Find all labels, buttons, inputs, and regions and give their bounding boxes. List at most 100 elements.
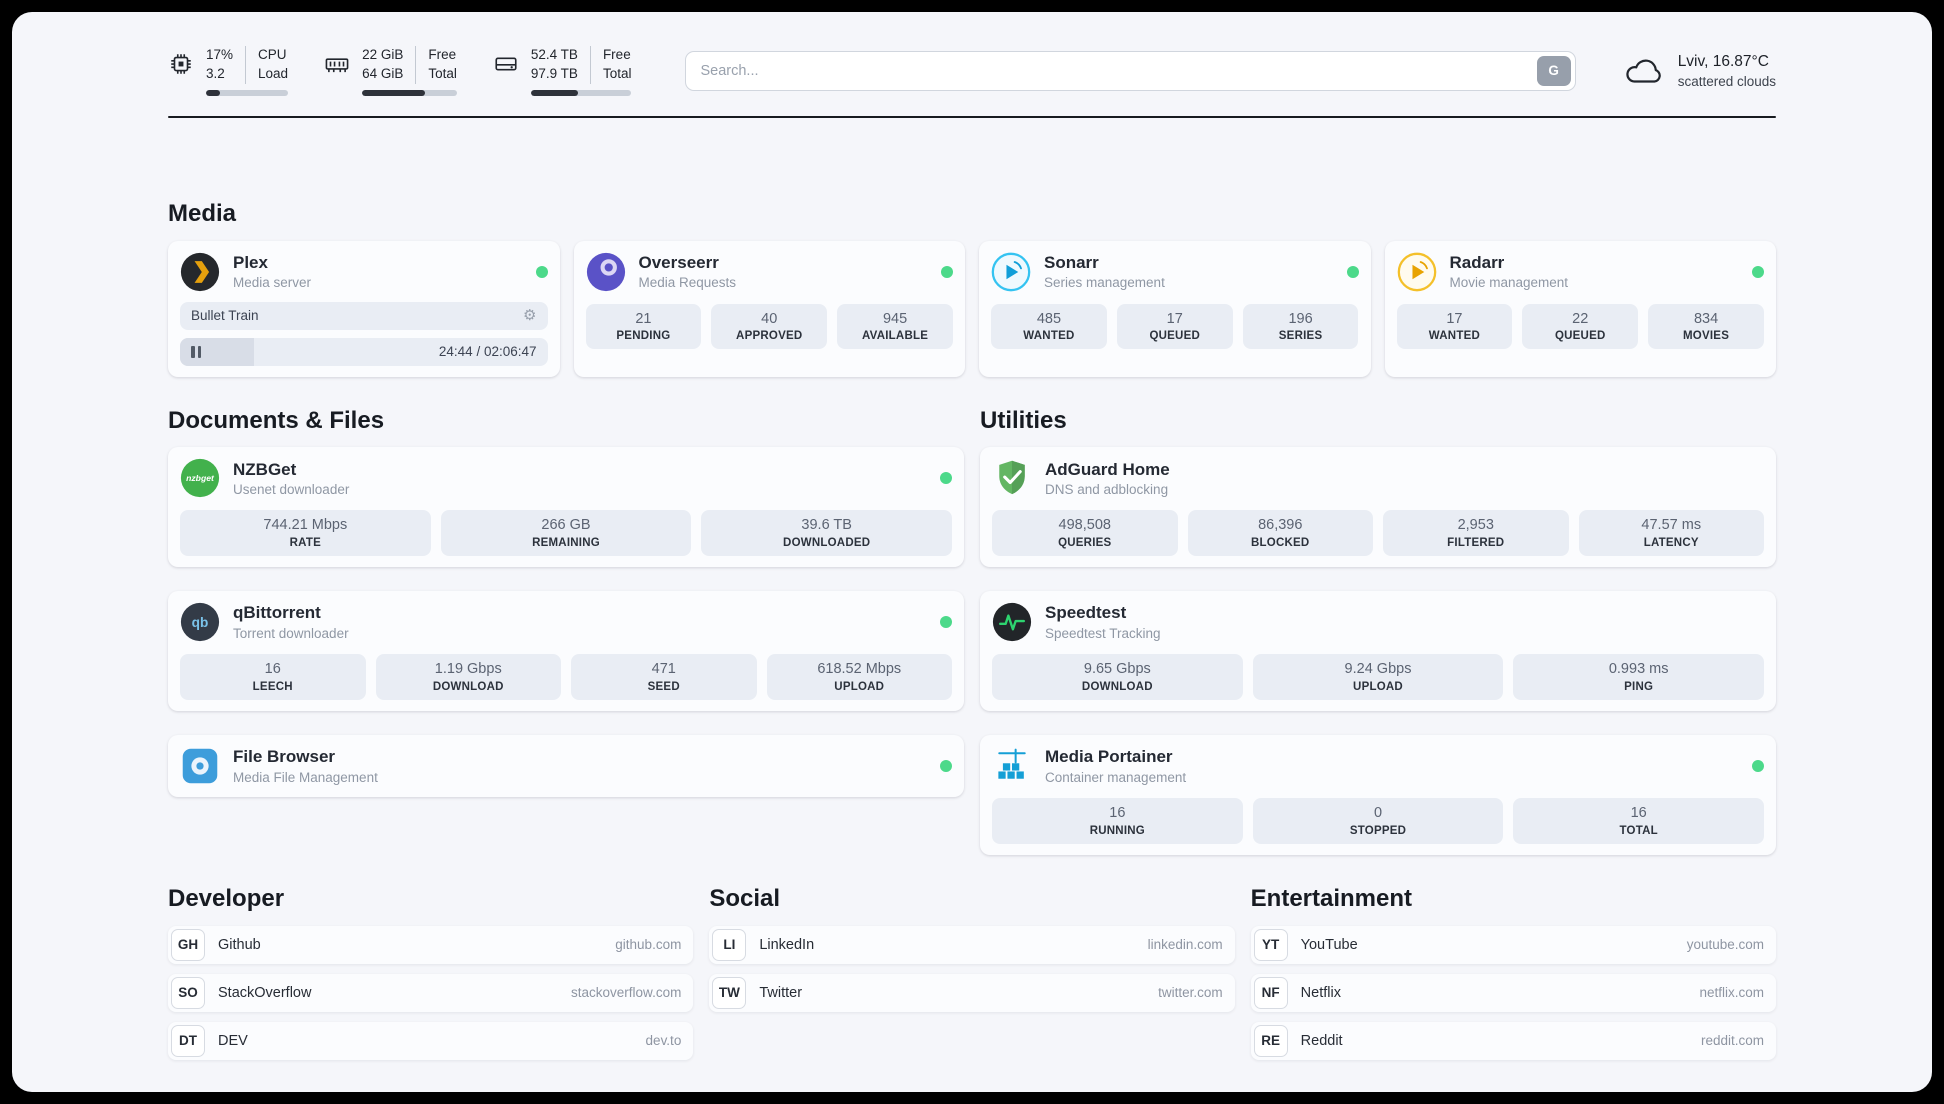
svg-text:nzbget: nzbget bbox=[186, 474, 215, 484]
ram-values: 22 GiB 64 GiB bbox=[362, 47, 404, 81]
playback-progress-bar[interactable]: 24:44 / 02:06:47 bbox=[180, 337, 548, 366]
cpu-labels: CPU Load bbox=[245, 46, 288, 84]
bookmark-url: dev.to bbox=[645, 1033, 682, 1049]
playback-time: 24:44 / 02:06:47 bbox=[438, 344, 537, 360]
stat-tile: 47.57 ms LATENCY bbox=[1578, 510, 1764, 557]
bookmark-github[interactable]: GH Github github.com bbox=[168, 925, 694, 964]
bookmark-abbr: GH bbox=[171, 928, 205, 961]
service-card-sonarr[interactable]: Sonarr Series management 485 WANTED 17 Q… bbox=[979, 240, 1371, 377]
bookmarks-social: Social LI LinkedIn linkedin.com TW Twitt… bbox=[709, 855, 1235, 1012]
bookmark-url: reddit.com bbox=[1700, 1033, 1764, 1049]
service-card-radarr[interactable]: Radarr Movie management 17 WANTED 22 QUE… bbox=[1384, 240, 1776, 377]
bookmark-abbr: SO bbox=[171, 976, 205, 1009]
bookmark-name: LinkedIn bbox=[759, 936, 815, 953]
search-input[interactable] bbox=[685, 50, 1576, 91]
cpu-values: 17% 3.2 bbox=[206, 47, 234, 81]
weather-location: Lviv, 16.87°C bbox=[1677, 52, 1769, 70]
sonarr-icon bbox=[991, 252, 1031, 292]
disk-icon bbox=[493, 51, 519, 77]
stat-tile: 40 APPROVED bbox=[711, 303, 828, 350]
stat-tile: 2,953 FILTERED bbox=[1383, 510, 1569, 557]
search-bar: G bbox=[685, 50, 1576, 91]
stat-tile: 16 LEECH bbox=[180, 654, 366, 701]
stat-tile: 9.65 Gbps DOWNLOAD bbox=[992, 654, 1243, 701]
service-card-plex[interactable]: Plex Media server Bullet Train ⚙ 24:44 /… bbox=[168, 240, 560, 377]
section-title-social: Social bbox=[709, 884, 781, 912]
ram-labels: Free Total bbox=[415, 46, 457, 84]
stat-tile: 17 WANTED bbox=[1396, 303, 1513, 350]
service-subtitle: Media Requests bbox=[638, 275, 737, 291]
dashboard-window: 17% 3.2 CPU Load bbox=[12, 12, 1932, 1092]
stat-tile: 86,396 BLOCKED bbox=[1187, 510, 1373, 557]
adguard-icon bbox=[992, 458, 1032, 498]
documents-column: Documents & Files nzbget NZBGet U bbox=[168, 377, 964, 798]
service-card-filebrowser[interactable]: File Browser Media File Management bbox=[168, 735, 964, 798]
bookmark-youtube[interactable]: YT YouTube youtube.com bbox=[1250, 925, 1776, 964]
bookmark-name: YouTube bbox=[1300, 936, 1358, 953]
bookmark-reddit[interactable]: RE Reddit reddit.com bbox=[1250, 1021, 1776, 1060]
service-stats: 9.65 Gbps DOWNLOAD 9.24 Gbps UPLOAD 0.99… bbox=[992, 654, 1765, 701]
bookmark-twitter[interactable]: TW Twitter twitter.com bbox=[709, 973, 1235, 1012]
bookmarks-developer: Developer GH Github github.com SO StackO… bbox=[168, 855, 694, 1060]
service-stats: 21 PENDING 40 APPROVED 945 AVAILABLE bbox=[585, 303, 954, 350]
bookmark-name: Reddit bbox=[1300, 1032, 1343, 1049]
status-dot bbox=[1346, 265, 1359, 278]
status-dot bbox=[1752, 760, 1764, 773]
bookmark-dev[interactable]: DT DEV dev.to bbox=[168, 1021, 694, 1060]
bookmark-linkedin[interactable]: LI LinkedIn linkedin.com bbox=[709, 925, 1235, 964]
bookmark-abbr: DT bbox=[171, 1024, 205, 1057]
service-stats: 17 WANTED 22 QUEUED 834 MOVIES bbox=[1396, 303, 1765, 350]
stat-tile: 498,508 QUERIES bbox=[992, 510, 1178, 557]
service-stats: 744.21 Mbps RATE 266 GB REMAINING 39.6 T… bbox=[180, 510, 953, 557]
service-stats: 16 LEECH 1.19 Gbps DOWNLOAD 471 SEED 6 bbox=[180, 654, 952, 701]
stat-tile: 16 RUNNING bbox=[992, 798, 1243, 844]
stat-tile: 21 PENDING bbox=[585, 303, 702, 350]
pause-icon[interactable] bbox=[191, 345, 201, 358]
service-card-qbittorrent[interactable]: qb qBittorrent Torrent downloader 16 LEE… bbox=[168, 591, 964, 712]
ram-icon bbox=[324, 51, 350, 77]
service-name: Overseerr bbox=[638, 252, 719, 272]
plex-icon bbox=[180, 252, 220, 292]
status-dot bbox=[940, 616, 952, 629]
bookmark-abbr: LI bbox=[712, 928, 747, 961]
service-name: File Browser bbox=[233, 747, 336, 767]
bookmark-name: Netflix bbox=[1300, 984, 1341, 1001]
service-card-speedtest[interactable]: Speedtest Speedtest Tracking 9.65 Gbps D… bbox=[980, 591, 1776, 712]
bookmarks-entertainment: Entertainment YT YouTube youtube.com NF … bbox=[1250, 855, 1776, 1060]
filebrowser-icon bbox=[180, 746, 220, 786]
stat-tile: 0.993 ms PING bbox=[1513, 654, 1765, 701]
bookmark-abbr: TW bbox=[712, 976, 747, 1009]
gear-icon[interactable]: ⚙ bbox=[523, 307, 537, 325]
service-name: NZBGet bbox=[233, 459, 297, 479]
search-engine-button[interactable]: G bbox=[1536, 55, 1571, 86]
stat-tile: 471 SEED bbox=[571, 654, 757, 701]
nzbget-icon: nzbget bbox=[180, 458, 220, 498]
section-title-utilities: Utilities bbox=[980, 406, 1067, 434]
service-subtitle: Usenet downloader bbox=[233, 482, 350, 498]
section-title-media: Media bbox=[168, 199, 237, 227]
utilities-column: Utilities AdGuard Home bbox=[980, 377, 1776, 855]
disk-labels: Free Total bbox=[589, 46, 631, 84]
bookmark-netflix[interactable]: NF Netflix netflix.com bbox=[1250, 973, 1776, 1012]
bookmark-name: DEV bbox=[218, 1032, 248, 1049]
service-card-nzbget[interactable]: nzbget NZBGet Usenet downloader 744.21 M… bbox=[168, 447, 964, 568]
service-card-portainer[interactable]: Media Portainer Container management 16 … bbox=[980, 735, 1776, 855]
bookmark-name: Twitter bbox=[759, 984, 803, 1001]
radarr-icon bbox=[1397, 252, 1437, 292]
service-stats: 498,508 QUERIES 86,396 BLOCKED 2,953 FIL… bbox=[992, 510, 1764, 557]
bookmark-name: StackOverflow bbox=[218, 984, 312, 1001]
cloud-icon bbox=[1622, 53, 1666, 89]
service-subtitle: Media File Management bbox=[233, 769, 378, 785]
now-playing-title: Bullet Train bbox=[191, 308, 259, 324]
status-dot bbox=[941, 265, 953, 278]
stat-tile: 9.24 Gbps UPLOAD bbox=[1252, 654, 1504, 701]
service-subtitle: Torrent downloader bbox=[233, 625, 349, 641]
system-metrics: 17% 3.2 CPU Load bbox=[168, 46, 632, 96]
two-column-area: Documents & Files nzbget NZBGet U bbox=[168, 377, 1776, 855]
bookmark-stackoverflow[interactable]: SO StackOverflow stackoverflow.com bbox=[168, 973, 694, 1012]
service-card-adguard[interactable]: AdGuard Home DNS and adblocking 498,508 … bbox=[980, 447, 1776, 568]
stat-tile: 945 AVAILABLE bbox=[837, 303, 953, 350]
service-card-overseerr[interactable]: Overseerr Media Requests 21 PENDING 40 A… bbox=[573, 240, 965, 377]
status-dot bbox=[940, 472, 952, 485]
bookmark-abbr: YT bbox=[1253, 928, 1288, 961]
